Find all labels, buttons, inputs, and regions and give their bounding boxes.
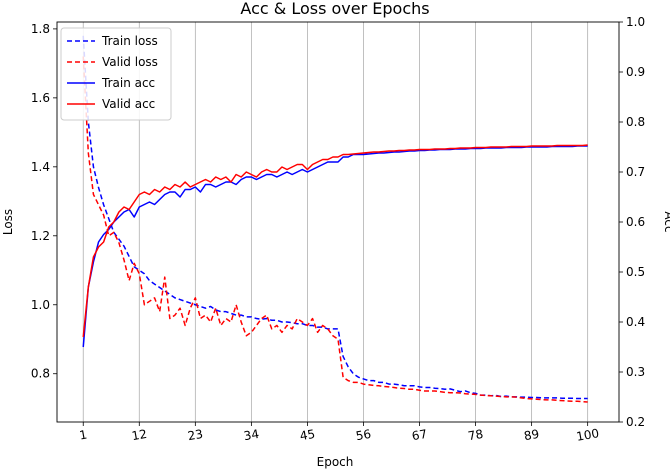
x-tick-label: 45 (299, 427, 316, 443)
left-y-tick-label: 1.4 (31, 160, 50, 174)
x-tick-label: 89 (523, 427, 540, 443)
x-tick-label: 1 (78, 427, 88, 442)
left-y-tick-label: 0.8 (31, 367, 50, 381)
right-y-tick-label: 0.3 (626, 365, 645, 379)
x-tick-label: 34 (243, 427, 260, 443)
chart-title: Acc & Loss over Epochs (240, 0, 429, 18)
left-y-tick-label: 1.2 (31, 229, 50, 243)
valid-loss-line (82, 56, 588, 403)
left-y-axis: 0.8 1.0 1.2 1.4 1.6 1.8 (31, 22, 57, 381)
left-y-tick-label: 1.6 (31, 91, 50, 105)
right-y-tick-label: 0.4 (626, 315, 645, 329)
x-axis: 1 12 23 34 45 56 67 78 89 100 (78, 422, 600, 444)
x-tick-label: 78 (467, 427, 484, 443)
right-y-tick-label: 0.5 (626, 265, 645, 279)
train-acc-line (82, 145, 588, 348)
left-y-tick-label: 1.0 (31, 298, 50, 312)
legend-label: Train loss (101, 34, 158, 48)
legend-label: Valid loss (102, 55, 158, 69)
right-y-axis: 0.2 0.3 0.4 0.5 0.6 0.7 0.8 0.9 1.0 (619, 15, 645, 429)
legend: Train loss Valid loss Train acc Valid acc (60, 27, 172, 121)
x-tick-label: 12 (131, 427, 148, 443)
x-tick-label: 100 (575, 426, 600, 444)
right-y-tick-label: 0.2 (626, 415, 645, 429)
right-y-tick-label: 0.9 (626, 65, 645, 79)
right-y-tick-label: 0.6 (626, 215, 645, 229)
right-y-axis-label: Acc (662, 211, 670, 232)
legend-label: Train acc (101, 76, 155, 90)
left-y-axis-label: Loss (1, 209, 15, 235)
x-axis-label: Epoch (317, 455, 354, 469)
left-y-tick-label: 1.8 (31, 22, 50, 36)
x-tick-label: 23 (187, 427, 204, 443)
valid-acc-line (82, 144, 588, 338)
right-y-tick-label: 0.8 (626, 115, 645, 129)
x-tick-label: 67 (411, 427, 428, 443)
series-lines (82, 35, 588, 403)
legend-label: Valid acc (102, 97, 155, 111)
right-y-tick-label: 0.7 (626, 165, 645, 179)
x-tick-label: 56 (355, 427, 372, 443)
legend-box (60, 27, 172, 121)
right-y-tick-label: 1.0 (626, 15, 645, 29)
